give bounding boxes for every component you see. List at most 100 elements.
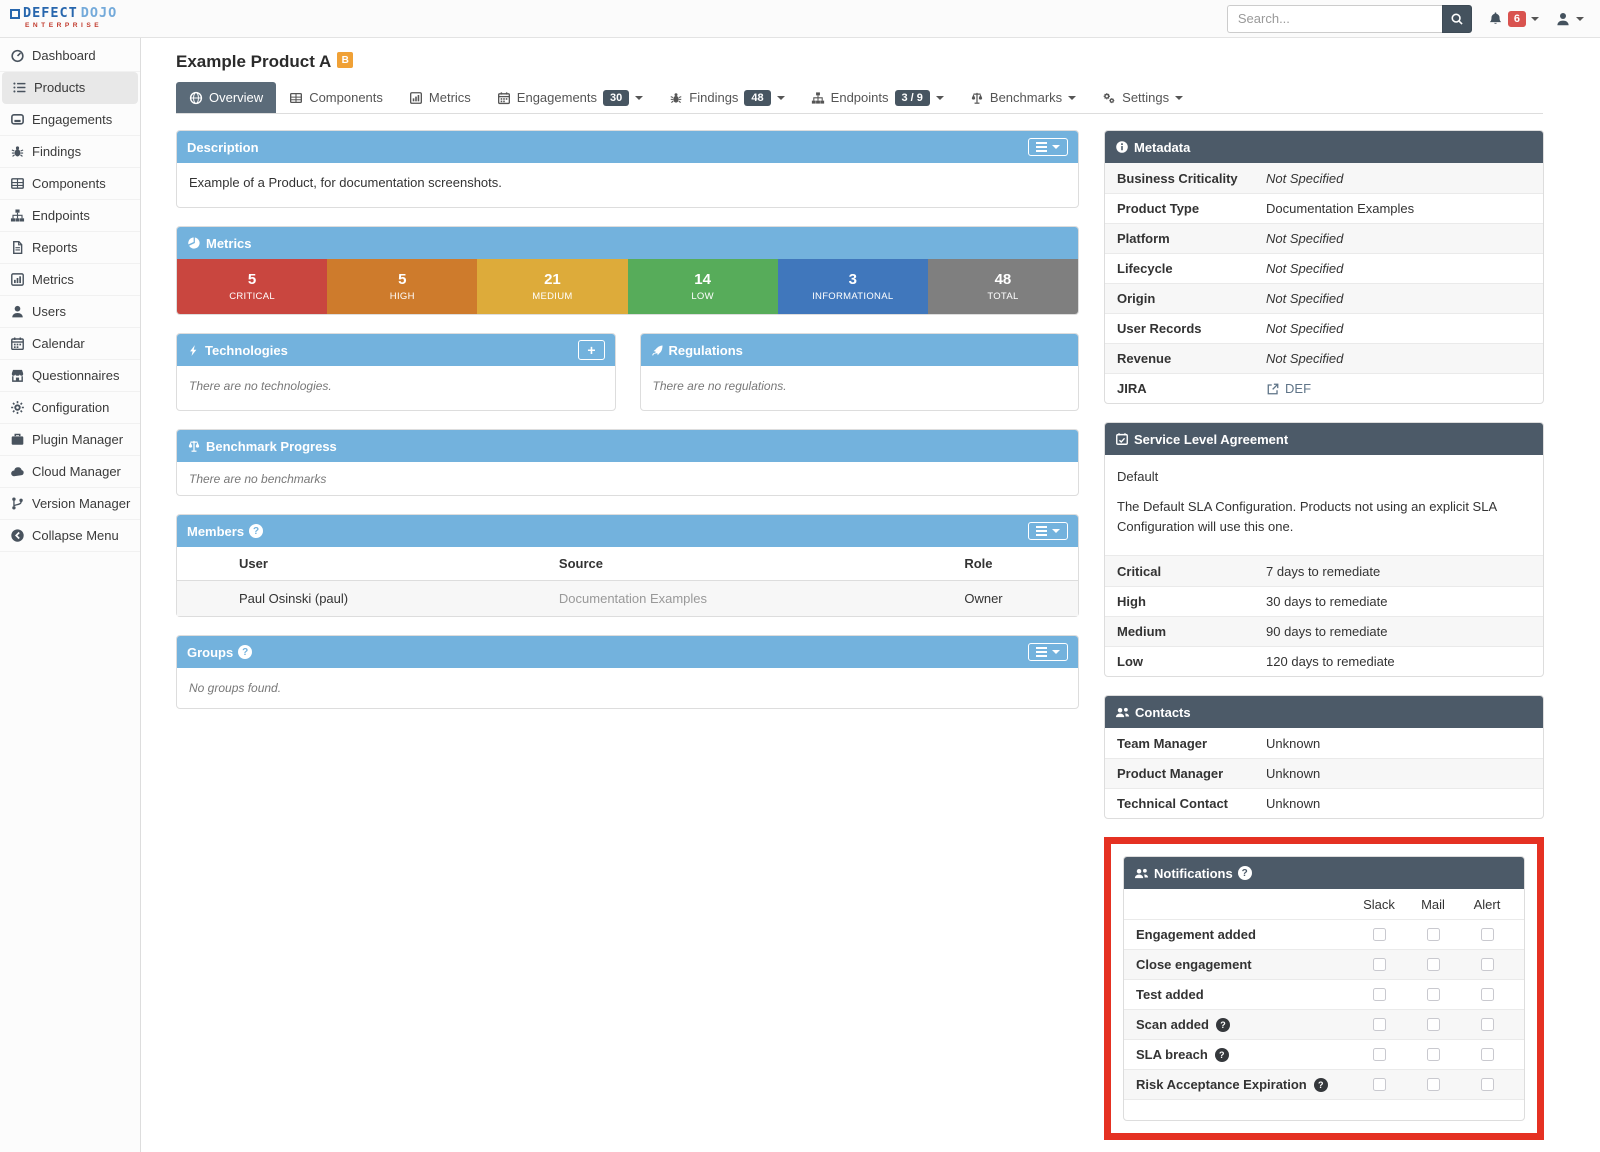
- technologies-empty-text: There are no technologies.: [189, 379, 332, 393]
- tile-medium[interactable]: 21 MEDIUM: [477, 259, 628, 314]
- tab-engagements[interactable]: Engagements 30: [484, 82, 656, 113]
- table-icon: [289, 91, 303, 105]
- sidebar-item-version-manager[interactable]: Version Manager: [0, 488, 140, 520]
- panel-menu-button[interactable]: [1028, 643, 1068, 661]
- alert-checkbox[interactable]: [1480, 1048, 1494, 1062]
- jira-link-label: DEF: [1285, 381, 1312, 396]
- product-grade-badge[interactable]: B: [337, 52, 354, 68]
- notification-row-test-added: Test added: [1124, 979, 1524, 1009]
- chevron-down-icon: [935, 95, 944, 100]
- metadata-row-jira: JIRA DEF: [1105, 373, 1543, 403]
- tab-overview[interactable]: Overview: [176, 82, 277, 113]
- sidebar-item-configuration[interactable]: Configuration: [0, 392, 140, 424]
- metadata-label: User Records: [1117, 321, 1202, 336]
- mail-checkbox[interactable]: [1426, 958, 1440, 972]
- metrics-panel: Metrics 5 CRITICAL 5 HIGH 21 MEDIUM 14 LOW 3…: [176, 226, 1079, 315]
- alert-checkbox[interactable]: [1480, 1078, 1494, 1092]
- mail-checkbox[interactable]: [1426, 1048, 1440, 1062]
- help-icon[interactable]: ?: [238, 645, 253, 659]
- search-input[interactable]: [1226, 4, 1442, 33]
- top-navbar: DEFECT DOJO ENTERPRISE 6: [0, 0, 1600, 38]
- metadata-label: Platform: [1117, 231, 1170, 246]
- notification-label: Engagement added: [1136, 927, 1256, 943]
- tile-low[interactable]: 14 LOW: [627, 259, 778, 314]
- mail-checkbox[interactable]: [1426, 988, 1440, 1002]
- alert-checkbox[interactable]: [1480, 1018, 1494, 1032]
- panel-menu-button[interactable]: [1028, 138, 1068, 156]
- slack-checkbox[interactable]: [1372, 1048, 1386, 1062]
- contact-row: Product Manager Unknown: [1105, 758, 1543, 789]
- tile-high[interactable]: 5 HIGH: [327, 259, 478, 314]
- tile-critical[interactable]: 5 CRITICAL: [177, 259, 328, 314]
- sidebar-item-engagements[interactable]: Engagements: [0, 104, 140, 136]
- mail-checkbox[interactable]: [1426, 928, 1440, 942]
- help-icon[interactable]: ?: [1313, 1077, 1328, 1092]
- mail-checkbox[interactable]: [1426, 1078, 1440, 1092]
- sidebar-item-label: Dashboard: [32, 48, 96, 63]
- help-icon[interactable]: ?: [1237, 866, 1252, 881]
- tile-value: 14: [694, 271, 711, 288]
- slack-checkbox[interactable]: [1372, 1078, 1386, 1092]
- menu-icon: [1036, 142, 1047, 152]
- defectdojo-logo[interactable]: DEFECT DOJO ENTERPRISE: [10, 7, 117, 29]
- help-icon[interactable]: ?: [1214, 1047, 1229, 1062]
- tab-findings[interactable]: Findings 48: [656, 82, 797, 113]
- alert-checkbox[interactable]: [1480, 958, 1494, 972]
- slack-checkbox[interactable]: [1372, 1018, 1386, 1032]
- sidebar-item-users[interactable]: Users: [0, 296, 140, 328]
- sidebar-item-calendar[interactable]: Calendar: [0, 328, 140, 360]
- help-icon[interactable]: ?: [1215, 1017, 1230, 1032]
- sidebar-item-endpoints[interactable]: Endpoints: [0, 200, 140, 232]
- jira-link[interactable]: DEF: [1266, 381, 1311, 396]
- tab-components[interactable]: Components: [276, 82, 396, 113]
- notification-label: SLA breach: [1136, 1047, 1208, 1063]
- help-icon[interactable]: ?: [249, 524, 264, 538]
- sidebar-item-components[interactable]: Components: [0, 168, 140, 200]
- sidebar-item-metrics[interactable]: Metrics: [0, 264, 140, 296]
- column-header-role: Role: [956, 547, 1078, 581]
- arrow-circle-left-icon: [10, 528, 25, 543]
- sidebar-item-findings[interactable]: Findings: [0, 136, 140, 168]
- sidebar-item-label: Products: [34, 80, 86, 95]
- tab-benchmarks[interactable]: Benchmarks: [957, 82, 1089, 113]
- add-technology-button[interactable]: +: [578, 340, 605, 360]
- sidebar-item-plugin-manager[interactable]: Plugin Manager: [0, 424, 140, 456]
- sidebar-item-label: Findings: [32, 144, 82, 159]
- alert-checkbox[interactable]: [1480, 988, 1494, 1002]
- mail-checkbox[interactable]: [1426, 1018, 1440, 1032]
- notification-row-scan-added: Scan added?: [1124, 1009, 1524, 1040]
- code-branch-icon: [10, 496, 25, 511]
- rocket-icon: [651, 344, 664, 357]
- calendar-icon: [497, 91, 511, 105]
- user-menu[interactable]: [1555, 11, 1584, 27]
- menu-icon: [1036, 526, 1047, 536]
- tile-total[interactable]: 48 TOTAL: [927, 259, 1079, 314]
- sidebar-item-dashboard[interactable]: Dashboard: [0, 40, 140, 72]
- slack-checkbox[interactable]: [1372, 928, 1386, 942]
- sidebar-item-products[interactable]: Products: [2, 72, 138, 104]
- search-button[interactable]: [1441, 4, 1472, 33]
- slack-checkbox[interactable]: [1372, 988, 1386, 1002]
- sidebar-item-label: Calendar: [32, 336, 85, 351]
- sidebar-item-questionnaires[interactable]: Questionnaires: [0, 360, 140, 392]
- sla-severity: Critical: [1117, 563, 1162, 579]
- alert-checkbox[interactable]: [1480, 928, 1494, 942]
- benchmark-empty-text: There are no benchmarks: [189, 472, 327, 486]
- contact-value: Unknown: [1266, 796, 1321, 812]
- tab-metrics[interactable]: Metrics: [396, 82, 484, 113]
- sla-row: High 30 days to remediate: [1105, 586, 1543, 616]
- alerts-menu[interactable]: 6: [1488, 10, 1539, 27]
- regulations-panel: Regulations There are no regulations.: [639, 333, 1079, 411]
- tile-informational[interactable]: 3 INFORMATIONAL: [777, 259, 928, 314]
- member-role: Owner: [956, 580, 1078, 616]
- tile-value: 48: [994, 271, 1012, 288]
- tab-endpoints[interactable]: Endpoints 3 / 9: [798, 82, 957, 113]
- slack-checkbox[interactable]: [1372, 958, 1386, 972]
- panel-menu-button[interactable]: [1028, 522, 1068, 540]
- sidebar-item-reports[interactable]: Reports: [0, 232, 140, 264]
- notifications-panel: Notifications ? Slack Mail Alert E: [1123, 856, 1525, 1122]
- sidebar-item-cloud-manager[interactable]: Cloud Manager: [0, 456, 140, 488]
- tab-settings[interactable]: Settings: [1089, 82, 1196, 113]
- sidebar-item-collapse-menu[interactable]: Collapse Menu: [0, 520, 140, 552]
- bar-chart-icon: [409, 91, 423, 105]
